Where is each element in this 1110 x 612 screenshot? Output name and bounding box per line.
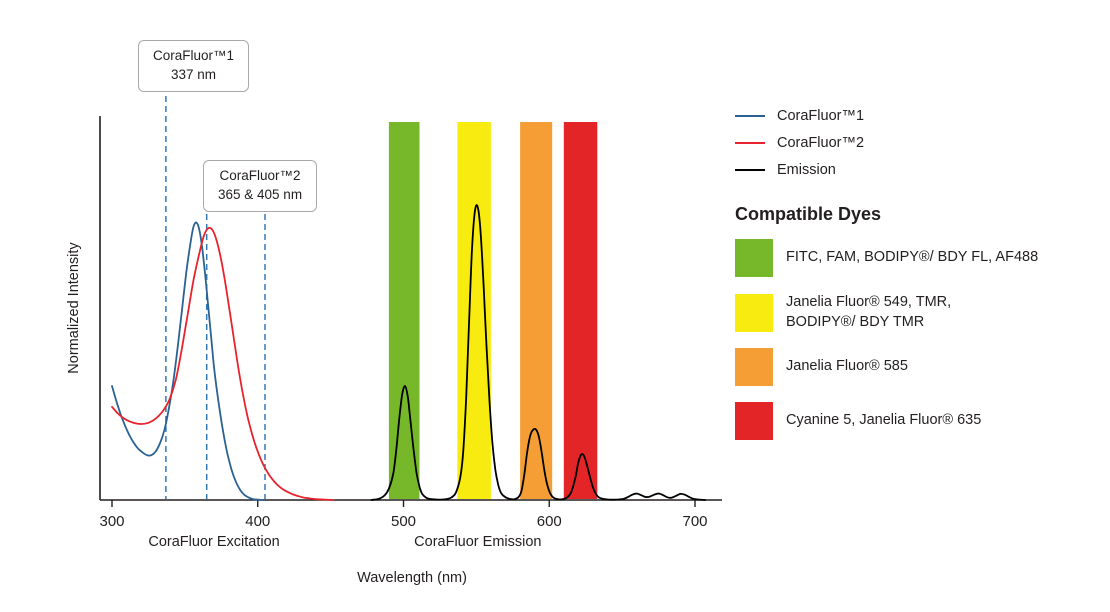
series-corafluor-1: [111, 221, 263, 501]
x-tick-label: 500: [391, 513, 416, 530]
x-tick-label: 700: [682, 513, 707, 530]
x-section-label: CoraFluor Excitation: [148, 534, 279, 550]
dye-row-green: FITC, FAM, BODIPY®/ BDY FL, AF488: [735, 239, 1103, 277]
legend-label: Emission: [777, 162, 836, 178]
dye-row-orange: Janelia Fluor® 585: [735, 348, 1103, 387]
annotation-corafluor1-337nm: CoraFluor™1 337 nm: [138, 40, 250, 92]
legend-panel: CoraFluor™1 CoraFluor™2 Emission Compati…: [735, 0, 1103, 456]
dye-label: Cyanine 5, Janelia Fluor® 635: [786, 412, 982, 429]
filter-band-orange: [520, 122, 553, 499]
dye-row-red: Cyanine 5, Janelia Fluor® 635: [735, 402, 1103, 441]
legend-label: CoraFluor™2: [777, 135, 865, 151]
legend-item-corafluor1: CoraFluor™1: [735, 108, 1103, 124]
x-axis-title: Wavelength (nm): [357, 570, 467, 586]
compatible-dyes-heading: Compatible Dyes: [735, 204, 882, 224]
annotation-title: CoraFluor™2: [219, 168, 301, 183]
series-emission: [370, 204, 707, 501]
legend-label: CoraFluor™1: [777, 108, 865, 124]
annotation-corafluor2-365-405nm: CoraFluor™2 365 & 405 nm: [203, 160, 318, 212]
yellow-dye-swatch: [735, 293, 773, 332]
y-axis-title: Normalized Intensity: [66, 242, 82, 374]
legend-item-corafluor2: CoraFluor™2: [735, 135, 1103, 151]
filter-band-red: [563, 122, 598, 499]
series-legend: CoraFluor™1 CoraFluor™2 Emission: [735, 108, 1103, 178]
series-corafluor-2: [111, 226, 335, 501]
green-dye-swatch: [735, 239, 773, 277]
orange-dye-swatch: [735, 348, 773, 387]
red-dye-swatch: [735, 402, 773, 441]
black-line-swatch: [735, 168, 765, 172]
annotation-title: CoraFluor™1: [153, 48, 235, 63]
dye-label: Janelia Fluor® 585: [786, 358, 908, 375]
red-line-swatch: [735, 141, 765, 145]
x-tick-label: 600: [537, 513, 562, 530]
x-tick-label: 400: [245, 513, 270, 530]
filter-band-green: [388, 122, 420, 499]
legend-item-emission: Emission: [735, 162, 1103, 178]
annotation-value: 337 nm: [171, 66, 217, 82]
annotation-value: 365 & 405 nm: [218, 186, 303, 202]
dye-label: Janelia Fluor® 549, TMR, BODIPY®/ BDY TM…: [786, 294, 952, 330]
spectra-chart: 300 400 500 600 700 CoraFluor Excitation CoraF…: [66, 86, 722, 586]
filter-band-yellow: [457, 122, 491, 499]
x-section-label: CoraFluor Emission: [414, 534, 541, 550]
dye-label: FITC, FAM, BODIPY®/ BDY FL, AF488: [786, 249, 1039, 266]
x-tick-label: 300: [99, 513, 124, 530]
blue-line-swatch: [735, 114, 765, 118]
dye-row-yellow: Janelia Fluor® 549, TMR, BODIPY®/ BDY TM…: [735, 293, 1103, 332]
